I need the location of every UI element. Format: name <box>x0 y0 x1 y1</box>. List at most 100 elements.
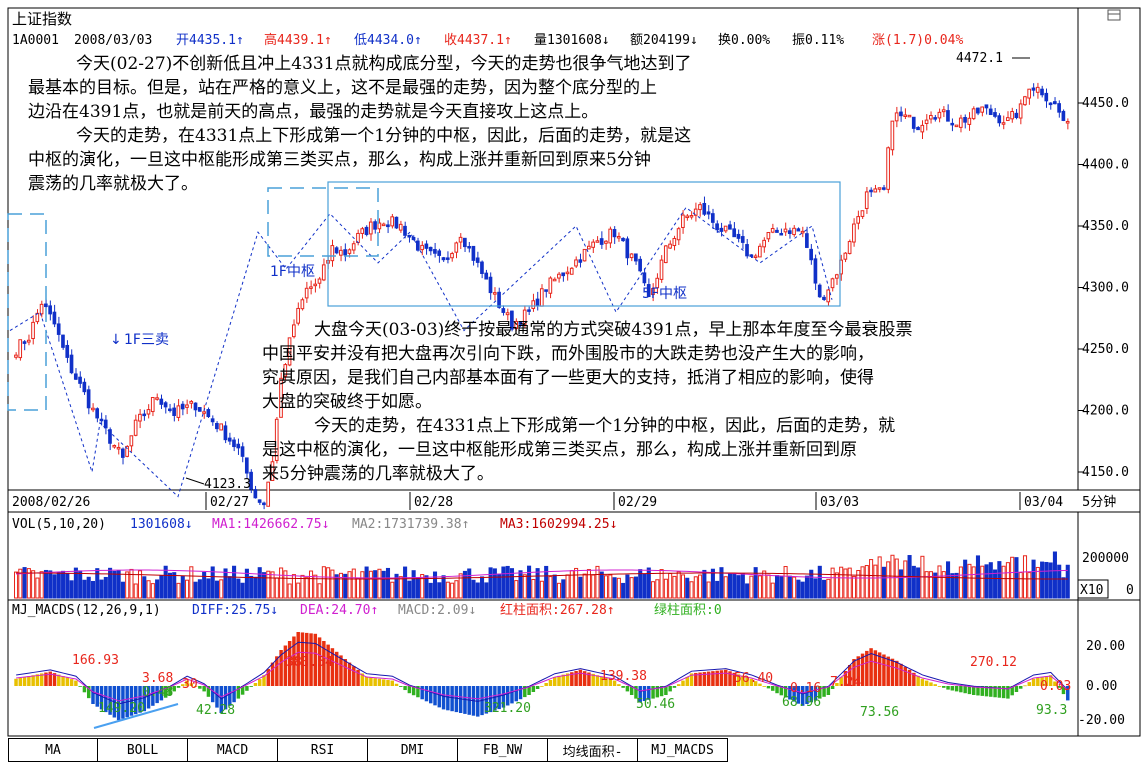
candle-body <box>232 439 236 448</box>
macd-bar <box>625 686 630 692</box>
candle-body <box>202 411 206 414</box>
macd-bar <box>1040 677 1044 686</box>
macd-bar <box>151 686 155 706</box>
amplitude-value: 振0.11% <box>792 33 844 48</box>
volume-bar <box>43 569 49 599</box>
macd-bar <box>377 678 382 686</box>
tab-dmi[interactable]: DMI <box>368 738 458 762</box>
macd-bar <box>330 648 335 686</box>
tab-fb-nw[interactable]: FB_NW <box>458 738 548 762</box>
volume-bar <box>561 579 566 599</box>
candle-body <box>253 489 258 499</box>
macd-bar <box>104 686 108 713</box>
volume-bar <box>971 566 976 599</box>
vol-axis-zero: 0 <box>1126 583 1134 598</box>
volume-bar <box>723 576 728 599</box>
candle-body <box>240 446 245 457</box>
tab-ma-area[interactable]: 均线面积- <box>548 738 638 762</box>
volume-bar <box>727 572 733 599</box>
volume-bar <box>467 568 472 599</box>
price-tick-label: 4200.0 <box>1082 404 1129 419</box>
candle-body <box>266 481 271 507</box>
volume-bar <box>890 554 895 599</box>
candle-body <box>317 278 322 284</box>
volume-bar <box>428 582 433 599</box>
candle-body <box>1010 111 1014 120</box>
macd-bar <box>856 656 861 686</box>
tab-rsi[interactable]: RSI <box>278 738 368 762</box>
volume-bar <box>856 569 861 599</box>
macd-bar <box>95 686 100 707</box>
candle-body <box>929 114 933 120</box>
volume-bar <box>578 576 583 599</box>
volume-bar <box>954 572 959 599</box>
volume-bar <box>112 570 117 599</box>
commentary-line: 最基本的目标。但是，站在严格的意义上，这不是最强的走势，因为整个底分型的上 <box>28 78 657 98</box>
tab-boll[interactable]: BOLL <box>98 738 188 762</box>
macd-bar <box>933 684 937 686</box>
volume-bar <box>326 567 331 599</box>
amount-value: 额204199↓ <box>630 33 698 48</box>
date-label-2: 02/27 <box>210 495 249 510</box>
candle-body <box>557 273 561 279</box>
tab-macd[interactable]: MACD <box>188 738 278 762</box>
candle-body <box>163 402 168 408</box>
macd-diff: DIFF:25.75↓ <box>192 603 278 618</box>
volume-bar <box>779 575 784 599</box>
period-label[interactable]: 5分钟 <box>1082 494 1116 510</box>
macd-area-label: 0.48 <box>142 685 173 700</box>
volume-bar <box>450 582 455 599</box>
tab-ma[interactable]: MA <box>8 738 98 762</box>
macd-bar <box>758 683 762 686</box>
volume-bar <box>736 575 741 599</box>
tab-mj-macds[interactable]: MJ_MACDS <box>638 738 728 762</box>
volume-bar <box>120 581 125 599</box>
candle-body <box>112 444 117 448</box>
candle-body <box>351 243 356 251</box>
macd-bar <box>540 686 544 687</box>
candle-body <box>339 249 343 256</box>
date-label-5: 03/03 <box>820 495 859 510</box>
volume-bar <box>766 574 771 599</box>
chart-title: 上证指数 <box>12 10 72 28</box>
date-strip <box>7 489 1141 513</box>
candle-body <box>758 245 762 258</box>
candle-body <box>655 277 660 289</box>
macd-bar <box>454 686 459 713</box>
candle-body <box>78 376 82 384</box>
volume-bar <box>48 570 53 599</box>
macd-bar <box>895 660 899 686</box>
volume-bar <box>702 569 707 599</box>
macd-bar <box>771 686 775 691</box>
volume-bar <box>497 573 502 599</box>
macd-bar <box>728 671 732 686</box>
macd-area-label: 3.68 <box>142 671 173 686</box>
candle-body <box>463 237 467 248</box>
candle-body <box>215 422 219 430</box>
macd-bar <box>163 686 168 698</box>
candle-body <box>411 236 416 241</box>
candle-body <box>219 423 223 431</box>
volume-bar <box>860 566 865 599</box>
candle-body <box>920 124 925 133</box>
macd-bar <box>287 641 292 686</box>
candle-body <box>916 127 920 131</box>
vol-ma-line <box>16 569 1068 579</box>
macd-bar <box>950 686 955 691</box>
volume-bar <box>937 565 942 599</box>
macd-bar <box>1048 675 1053 686</box>
volume-bar <box>189 566 194 599</box>
restore-icon[interactable] <box>1107 9 1121 21</box>
candle-body <box>629 253 634 259</box>
volume-bar <box>240 582 245 599</box>
low-price-label: 4123.3 <box>204 477 251 492</box>
candle-body <box>31 321 35 340</box>
macd-bar <box>441 686 446 710</box>
macd-bar <box>1023 685 1027 687</box>
macd-bar <box>659 686 664 697</box>
price-tick-label: 4450.0 <box>1082 96 1129 111</box>
volume-bar <box>941 571 946 599</box>
macd-bar <box>493 686 497 711</box>
macd-bar <box>433 686 437 706</box>
